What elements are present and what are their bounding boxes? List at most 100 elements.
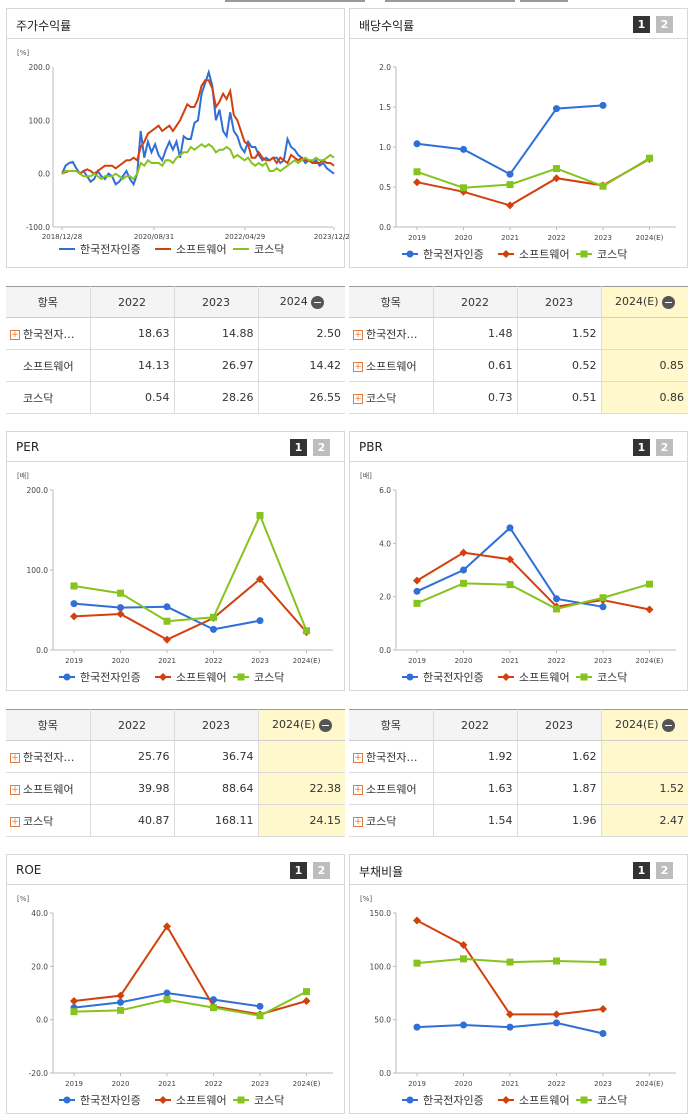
expand-plus-icon[interactable]: + xyxy=(353,784,363,795)
stock-return-panel: 주가수익률 [%] 200.0 100.0 0.0 -100.0 2018/12/28 20… xyxy=(6,8,354,268)
data-point xyxy=(70,600,78,608)
series-line xyxy=(73,577,308,641)
data-point xyxy=(163,922,171,931)
row-name: 소프트웨어 xyxy=(366,359,417,373)
legend-marker xyxy=(580,250,588,258)
row-name-cell: +소프트웨어 xyxy=(349,772,434,805)
data-point xyxy=(506,181,514,189)
x-tick-label: 2019 xyxy=(408,1080,426,1088)
column-header: 2024(E) xyxy=(601,709,688,741)
x-tick-label: 2024(E) xyxy=(636,1080,664,1088)
view-1-button[interactable]: 1 xyxy=(633,862,650,879)
row-name-cell: +소프트웨어 xyxy=(6,349,91,382)
view-1-button[interactable]: 1 xyxy=(633,439,650,456)
column-header: 2022 xyxy=(433,709,518,741)
table-row: + 코스닥 40.87 168.11 24.15 xyxy=(6,804,345,837)
collapse-minus-icon[interactable] xyxy=(310,295,324,309)
x-tick-label: 2019 xyxy=(408,234,426,242)
data-point xyxy=(256,1012,264,1020)
data-point xyxy=(256,1002,264,1010)
table-header-row: 항목 2022 2023 2024(E) xyxy=(349,286,688,318)
view-2-button[interactable]: 2 xyxy=(656,16,673,33)
column-header-label: 2023 xyxy=(545,718,573,732)
view-1-button[interactable]: 1 xyxy=(290,862,307,879)
expand-plus-icon[interactable]: + xyxy=(10,784,20,795)
expand-plus-icon[interactable]: + xyxy=(353,393,363,404)
data-point xyxy=(506,1023,514,1031)
row-name: 소프트웨어 xyxy=(366,782,417,796)
dividend-yield-panel: 배당수익률 1 2 2.0 1.5 1.0 0.5 0.0 2019 2020 2021 202… xyxy=(349,8,688,268)
row-name: 코스닥 xyxy=(23,814,54,828)
data-point xyxy=(599,603,607,611)
view-2-button[interactable]: 2 xyxy=(656,862,673,879)
panel-title: ROE xyxy=(16,863,42,877)
unit-label: [배] xyxy=(360,471,372,480)
collapse-minus-icon[interactable] xyxy=(318,718,332,732)
data-point xyxy=(553,595,560,603)
expand-plus-icon[interactable]: + xyxy=(353,816,363,827)
x-tick-label: 2021 xyxy=(158,657,176,665)
data-point xyxy=(256,617,264,625)
data-point xyxy=(163,996,171,1004)
row-name: 코스닥 xyxy=(366,391,397,405)
value-cell: 22.38 xyxy=(258,772,345,805)
column-header: 2024(E) xyxy=(601,286,688,318)
data-point xyxy=(460,145,467,153)
x-tick-label: 2023/12/28 xyxy=(314,233,354,241)
view-2-button[interactable]: 2 xyxy=(313,439,330,456)
x-tick-label: 2019 xyxy=(65,657,83,665)
expand-plus-icon[interactable]: + xyxy=(10,329,20,340)
expand-plus-icon[interactable]: + xyxy=(10,816,20,827)
table-header-row: 항목 2022 2023 2024(E) xyxy=(349,709,688,741)
expand-plus-icon[interactable]: + xyxy=(353,752,363,763)
data-point xyxy=(256,512,264,520)
column-header-label: 2022 xyxy=(461,718,489,732)
column-header: 항목 xyxy=(6,709,91,741)
table-row: + 한국전자… 1.48 1.52 xyxy=(349,317,688,350)
data-point xyxy=(553,105,560,113)
value-cell: 88.64 xyxy=(174,772,259,805)
column-header-label: 2024(E) xyxy=(271,718,316,732)
view-2-button[interactable]: 2 xyxy=(656,439,673,456)
collapse-minus-icon[interactable] xyxy=(661,718,675,732)
data-point xyxy=(645,605,654,614)
y-tick-label: 0.0 xyxy=(36,646,48,655)
y-tick-label: 2.0 xyxy=(379,593,391,602)
view-1-button[interactable]: 1 xyxy=(290,439,307,456)
panel-title: 부채비율 xyxy=(359,865,404,879)
data-point xyxy=(459,941,468,949)
data-point xyxy=(70,582,78,590)
x-tick-label: 2022/04/29 xyxy=(225,233,265,241)
y-tick-label: 1.5 xyxy=(379,103,391,112)
column-header: 2022 xyxy=(433,286,518,318)
pbr-chart: [배] 6.0 4.0 2.0 0.0 2019 2020 2021 2022 2023 2024(… xyxy=(360,471,676,684)
x-tick-label: 2020 xyxy=(112,657,130,665)
expand-plus-icon: + xyxy=(10,394,20,404)
debt-ratio-chart: [%] 150.0 100.0 50.0 0.0 2019 2020 2021 2022 2023… xyxy=(360,895,676,1107)
row-name-cell: +코스닥 xyxy=(349,804,434,837)
data-point xyxy=(506,524,514,532)
legend-label: 코스닥 xyxy=(254,243,284,256)
column-header-label: 항목 xyxy=(380,296,401,309)
expand-plus-icon[interactable]: + xyxy=(353,329,363,340)
panel-title: PBR xyxy=(359,440,383,454)
value-cell: 2.50 xyxy=(258,317,345,350)
value-cell: 39.98 xyxy=(90,772,175,805)
data-point xyxy=(117,1006,124,1014)
column-header: 항목 xyxy=(349,709,434,741)
value-cell: 14.42 xyxy=(258,349,345,382)
series-line xyxy=(416,526,604,608)
x-tick-label: 2022 xyxy=(548,1080,566,1088)
series-line xyxy=(73,990,307,1017)
legend-marker xyxy=(63,673,71,681)
view-1-button[interactable]: 1 xyxy=(633,16,650,33)
row-name-cell: +소프트웨어 xyxy=(349,349,434,382)
view-2-button[interactable]: 2 xyxy=(313,862,330,879)
expand-plus-icon[interactable]: + xyxy=(353,361,363,372)
panel-title: 주가수익률 xyxy=(16,19,72,33)
collapse-minus-icon[interactable] xyxy=(661,295,675,309)
x-tick-label: 2022 xyxy=(205,1080,223,1088)
row-name-cell: + 한국전자… xyxy=(6,740,91,773)
dividend-table: 항목 2022 2023 2024(E) + 한국전자… 1.48 1.52 + 소프트웨어 0.6… xyxy=(349,286,688,414)
expand-plus-icon[interactable]: + xyxy=(10,752,20,763)
